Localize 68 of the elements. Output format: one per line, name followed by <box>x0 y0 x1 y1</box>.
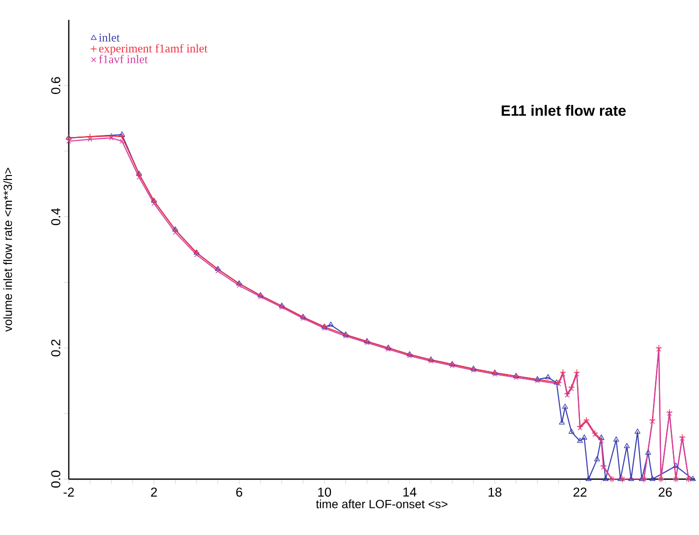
point <box>592 430 598 437</box>
point <box>236 283 242 288</box>
point <box>598 434 604 440</box>
point <box>680 436 685 441</box>
point <box>119 131 125 137</box>
point <box>108 136 114 141</box>
point <box>560 372 566 377</box>
point <box>215 268 220 274</box>
y-tick-label: 0.0 <box>51 470 60 488</box>
point <box>624 443 630 448</box>
point <box>586 476 592 482</box>
y-tick-label: 0.6 <box>51 77 60 94</box>
x-tick-label: -2 <box>64 488 74 497</box>
point <box>602 476 608 482</box>
point <box>88 136 93 142</box>
point <box>666 408 673 416</box>
point <box>576 423 584 430</box>
point <box>678 434 686 441</box>
point <box>573 368 580 376</box>
point <box>568 428 574 434</box>
point <box>66 138 72 144</box>
y-tick-label: 0.4 <box>51 208 60 226</box>
point <box>118 133 126 140</box>
point <box>152 201 156 206</box>
legend-label: inlet <box>98 33 120 42</box>
point <box>577 438 583 444</box>
point <box>645 450 652 455</box>
x-tick-label: 22 <box>573 488 587 497</box>
x-tick-label: 6 <box>236 488 242 497</box>
point <box>574 372 580 377</box>
x-tick-label: 14 <box>403 488 416 497</box>
y-tick-label: 0.2 <box>51 340 60 356</box>
point <box>120 138 124 144</box>
text: E11 inlet flow rate <box>502 105 626 116</box>
point <box>690 476 696 482</box>
x-axis-title: time after LOF-onset <s> <box>316 500 448 508</box>
legend-label: experiment f1amf inlet <box>99 44 208 55</box>
point <box>545 374 551 380</box>
point <box>584 419 589 424</box>
point <box>194 252 200 258</box>
point <box>649 416 656 424</box>
point <box>583 416 590 424</box>
point <box>613 436 620 442</box>
point <box>328 322 334 327</box>
point <box>650 476 656 482</box>
point <box>650 419 655 424</box>
point <box>136 174 142 180</box>
x-tick-label: 10 <box>318 488 332 497</box>
point <box>172 230 178 235</box>
point <box>560 368 566 376</box>
point <box>581 434 588 440</box>
x-tick-label: 18 <box>488 488 502 497</box>
point <box>578 426 582 430</box>
point <box>562 404 568 409</box>
x-tick-label: 26 <box>658 488 672 497</box>
point <box>592 432 598 438</box>
x-tick-label: 2 <box>151 488 157 497</box>
point <box>634 428 640 434</box>
point <box>594 456 600 462</box>
point <box>672 462 679 468</box>
legend-label: f1avf inlet <box>99 54 148 64</box>
point <box>556 382 562 387</box>
point <box>300 316 306 321</box>
point <box>667 411 672 416</box>
y-axis-title: volume inlet flow rate <m**3/h> <box>3 168 12 332</box>
point <box>555 379 562 386</box>
point <box>514 375 519 380</box>
point <box>554 379 560 385</box>
